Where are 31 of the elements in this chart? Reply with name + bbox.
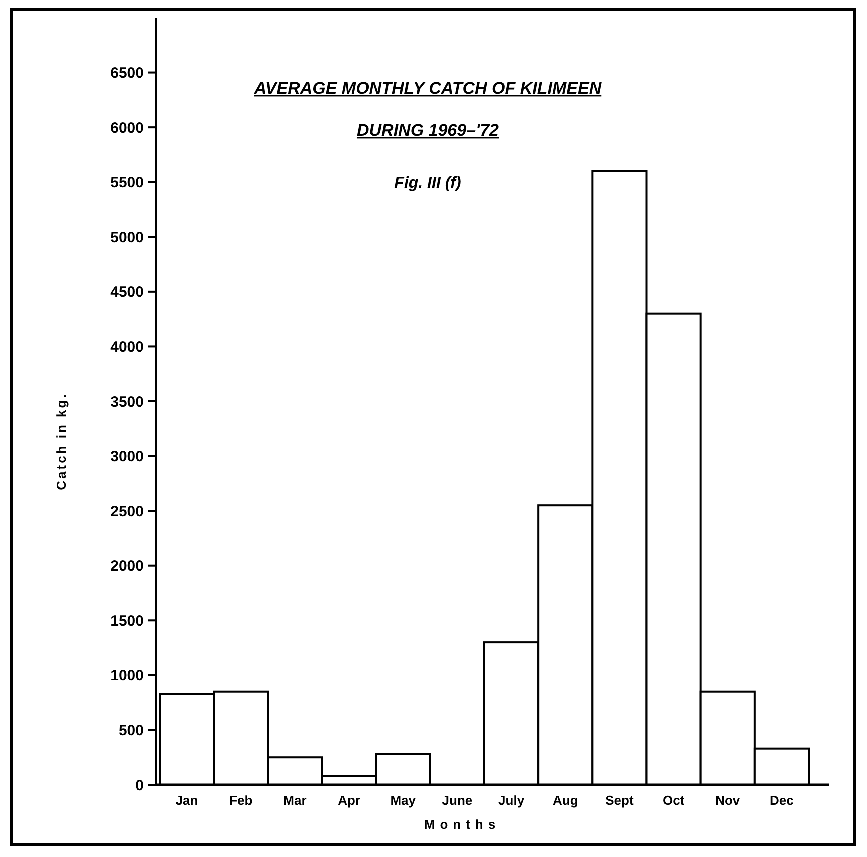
- x-tick-label: July: [498, 793, 526, 808]
- x-tick-label: Nov: [716, 793, 741, 808]
- text: DURING 1969–'72: [356, 121, 500, 140]
- y-tick-label: 5500: [110, 174, 144, 192]
- y-tick-label: 500: [118, 722, 144, 740]
- y-tick-label: 6000: [110, 120, 144, 137]
- y-tick-label: 4500: [110, 284, 144, 302]
- x-tick-label: Sept: [606, 793, 634, 808]
- x-tick-label: Mar: [284, 793, 307, 808]
- y-tick-label: 2000: [110, 558, 144, 576]
- y-tick-label: 6500: [110, 65, 144, 82]
- y-tick-label: 2500: [110, 503, 144, 520]
- text: AVERAGE MONTHLY CATCH OF KILIMEEN: [253, 79, 602, 98]
- x-tick-label: Jan: [176, 793, 198, 808]
- y-tick-label: 5000: [110, 229, 144, 246]
- x-tick-label: Aug: [552, 793, 578, 808]
- x-tick-label: Dec: [770, 793, 794, 808]
- y-tick-label: 3000: [110, 448, 144, 466]
- x-tick-label: June: [442, 793, 473, 808]
- annotation: Fig. III (f): [394, 175, 462, 192]
- x-tick-label: Oct: [662, 793, 686, 808]
- y-tick-label: 3500: [110, 394, 144, 411]
- x-axis-title: Months: [424, 817, 501, 832]
- y-tick-label: 0: [136, 777, 144, 794]
- y-tick-label: 4000: [110, 338, 144, 356]
- x-tick-label: May: [390, 793, 417, 808]
- y-tick-label: 1500: [110, 612, 144, 630]
- y-tick-label: 1000: [110, 668, 144, 685]
- y-axis-title: Catch in kg.: [54, 392, 69, 490]
- x-tick-label: Apr: [338, 793, 360, 808]
- x-tick-label: Feb: [230, 793, 253, 808]
